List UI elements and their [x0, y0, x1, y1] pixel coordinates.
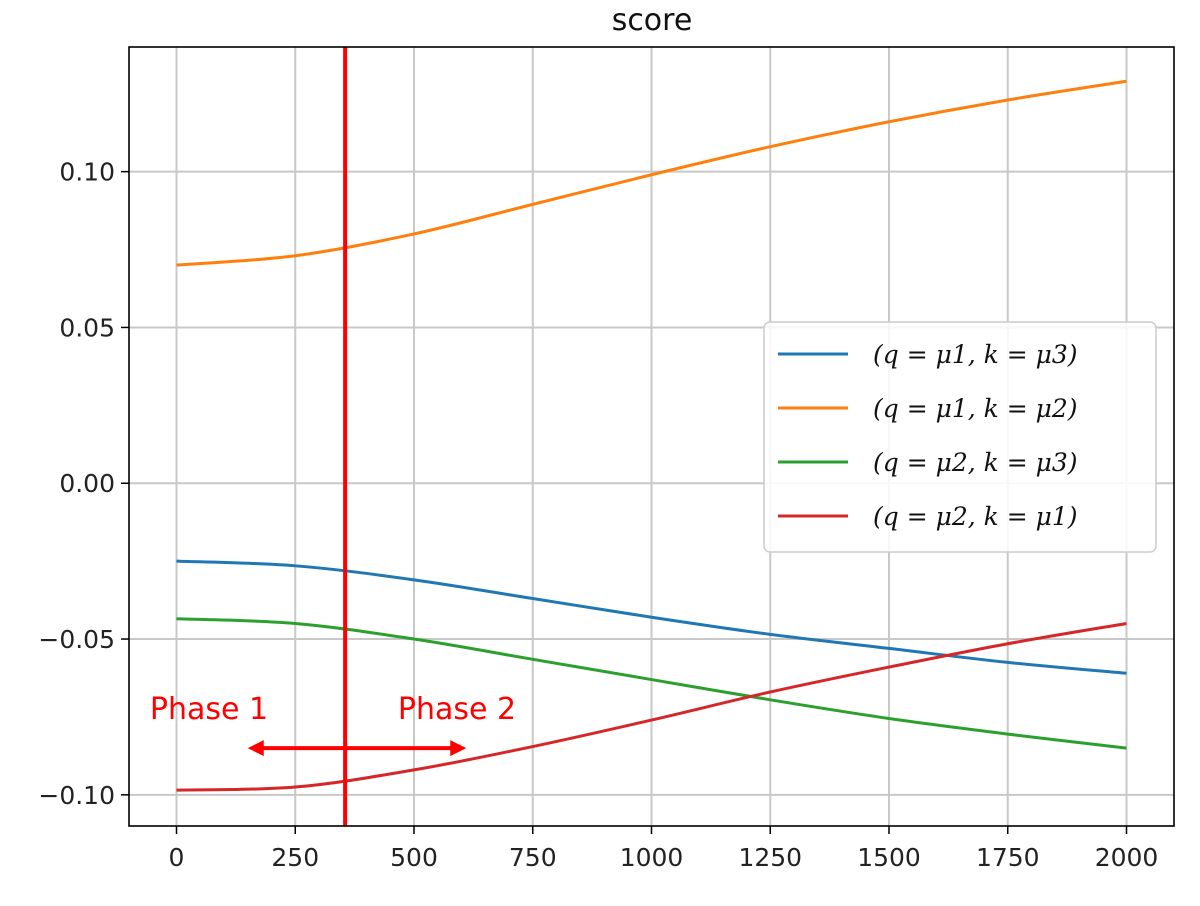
series-line-4: [176, 621, 1127, 792]
phase-1-label: Phase 1: [150, 692, 268, 727]
y-tick-label: 0.05: [59, 313, 115, 342]
legend-label-3: (q = μ2, k = μ3): [873, 448, 1078, 477]
x-tick-label: 1750: [976, 843, 1040, 872]
chart-title: score: [612, 3, 693, 38]
y-tick-label: −0.10: [38, 781, 115, 810]
x-tick-label: 2000: [1095, 843, 1159, 872]
phase-arrow-left-head: [247, 740, 264, 757]
series-line-1: [176, 559, 1127, 675]
y-tick-label: −0.05: [38, 625, 115, 654]
x-tick-label: 0: [169, 843, 185, 872]
tick-layer: 0 250 500 750 1000 1250 1500 1750 2000 −0.10 −0.05…: [38, 158, 1158, 872]
y-tick-label: 0.00: [59, 469, 115, 498]
legend-label-2: (q = μ1, k = μ2): [873, 394, 1078, 423]
x-tick-label: 1500: [857, 843, 921, 872]
series-layer: [176, 79, 1127, 792]
annotation-layer: Phase 1 Phase 2: [150, 47, 516, 826]
series-line-3: [176, 617, 1127, 750]
x-tick-label: 1250: [738, 843, 802, 872]
x-tick-label: 750: [509, 843, 557, 872]
legend-label-4: (q = μ2, k = μ1): [873, 502, 1078, 531]
x-tick-label: 250: [271, 843, 319, 872]
legend: (q = μ1, k = μ3) (q = μ1, k = μ2) (q = μ2,…: [763, 321, 1157, 553]
x-tick-label: 500: [390, 843, 438, 872]
x-tick-label: 1000: [620, 843, 684, 872]
legend-label-1: (q = μ1, k = μ3): [873, 340, 1078, 369]
phase-2-label: Phase 2: [398, 692, 516, 727]
legend-box: [763, 321, 1157, 553]
phase-arrow-right-head: [450, 740, 467, 757]
series-line-2: [176, 79, 1127, 267]
y-tick-label: 0.10: [59, 158, 115, 187]
